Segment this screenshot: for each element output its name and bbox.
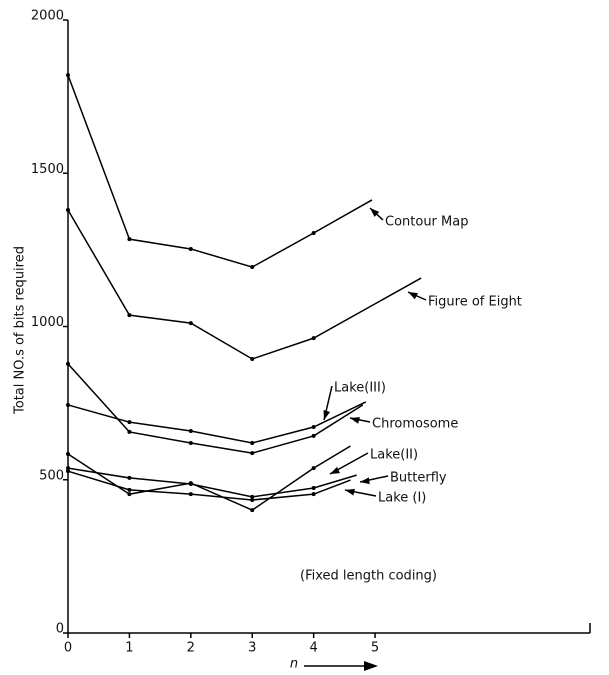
annotation: (Fixed length coding) [300, 569, 437, 584]
series-line [67, 470, 351, 501]
label-arrowhead [330, 466, 340, 474]
point [127, 492, 132, 497]
point [311, 486, 316, 491]
x-axis-arrowhead [364, 661, 378, 671]
point [66, 452, 70, 457]
series-label: Butterfly [390, 471, 447, 486]
series-line [67, 467, 357, 498]
point [66, 466, 70, 471]
y-tick-label: 0 [56, 622, 64, 637]
series-label: Figure of Eight [428, 295, 522, 310]
label-arrowhead [360, 477, 370, 485]
point [311, 433, 316, 438]
point [311, 231, 316, 236]
point [66, 361, 70, 366]
point [311, 492, 316, 497]
series-label: Lake (I) [378, 491, 426, 506]
x-tick-label: 3 [248, 641, 256, 656]
point [127, 429, 132, 434]
point [66, 73, 70, 78]
y-tick-label: 1000 [31, 315, 64, 330]
point [250, 440, 255, 445]
point [311, 336, 316, 341]
x-tick-label: 4 [310, 641, 318, 656]
series-label: Lake(II) [370, 448, 418, 463]
x-tick-label: 5 [371, 641, 379, 656]
series-label: Chromosome [372, 417, 458, 432]
point [66, 208, 70, 213]
y-axis-label: Total NO.s of bits required [13, 246, 28, 415]
point [250, 265, 255, 270]
point [250, 497, 255, 502]
series-line [67, 445, 351, 511]
x-tick-label: 2 [187, 641, 195, 656]
point [311, 466, 316, 471]
point [311, 425, 316, 430]
point [250, 494, 255, 499]
point [250, 356, 255, 361]
label-arrowhead [350, 417, 360, 424]
point [188, 440, 193, 445]
point [66, 402, 70, 407]
series-line [67, 74, 373, 268]
point [188, 429, 193, 434]
y-tick-label: 1500 [31, 162, 64, 177]
label-arrowhead [370, 208, 380, 217]
x-tick-label: 0 [64, 641, 72, 656]
series-line [67, 401, 367, 444]
point [127, 420, 132, 425]
point [188, 492, 193, 497]
x-tick-label: 1 [125, 641, 133, 656]
point [188, 321, 193, 326]
series-line [67, 209, 422, 360]
x-axis-label: n [290, 657, 298, 672]
label-arrowhead [323, 410, 331, 420]
point [188, 482, 193, 487]
point [188, 246, 193, 251]
label-arrowhead [345, 488, 355, 496]
point [250, 451, 255, 456]
series-label: Contour Map [385, 215, 468, 230]
series-line [67, 363, 364, 454]
series-label: Lake(III) [334, 381, 386, 396]
point [66, 469, 70, 474]
point [127, 237, 132, 242]
point [127, 487, 132, 492]
y-tick-label: 2000 [31, 9, 64, 24]
point [127, 313, 132, 318]
point [250, 508, 255, 513]
label-arrowhead [408, 292, 418, 300]
y-tick-label: 500 [39, 468, 64, 483]
point [127, 475, 132, 480]
